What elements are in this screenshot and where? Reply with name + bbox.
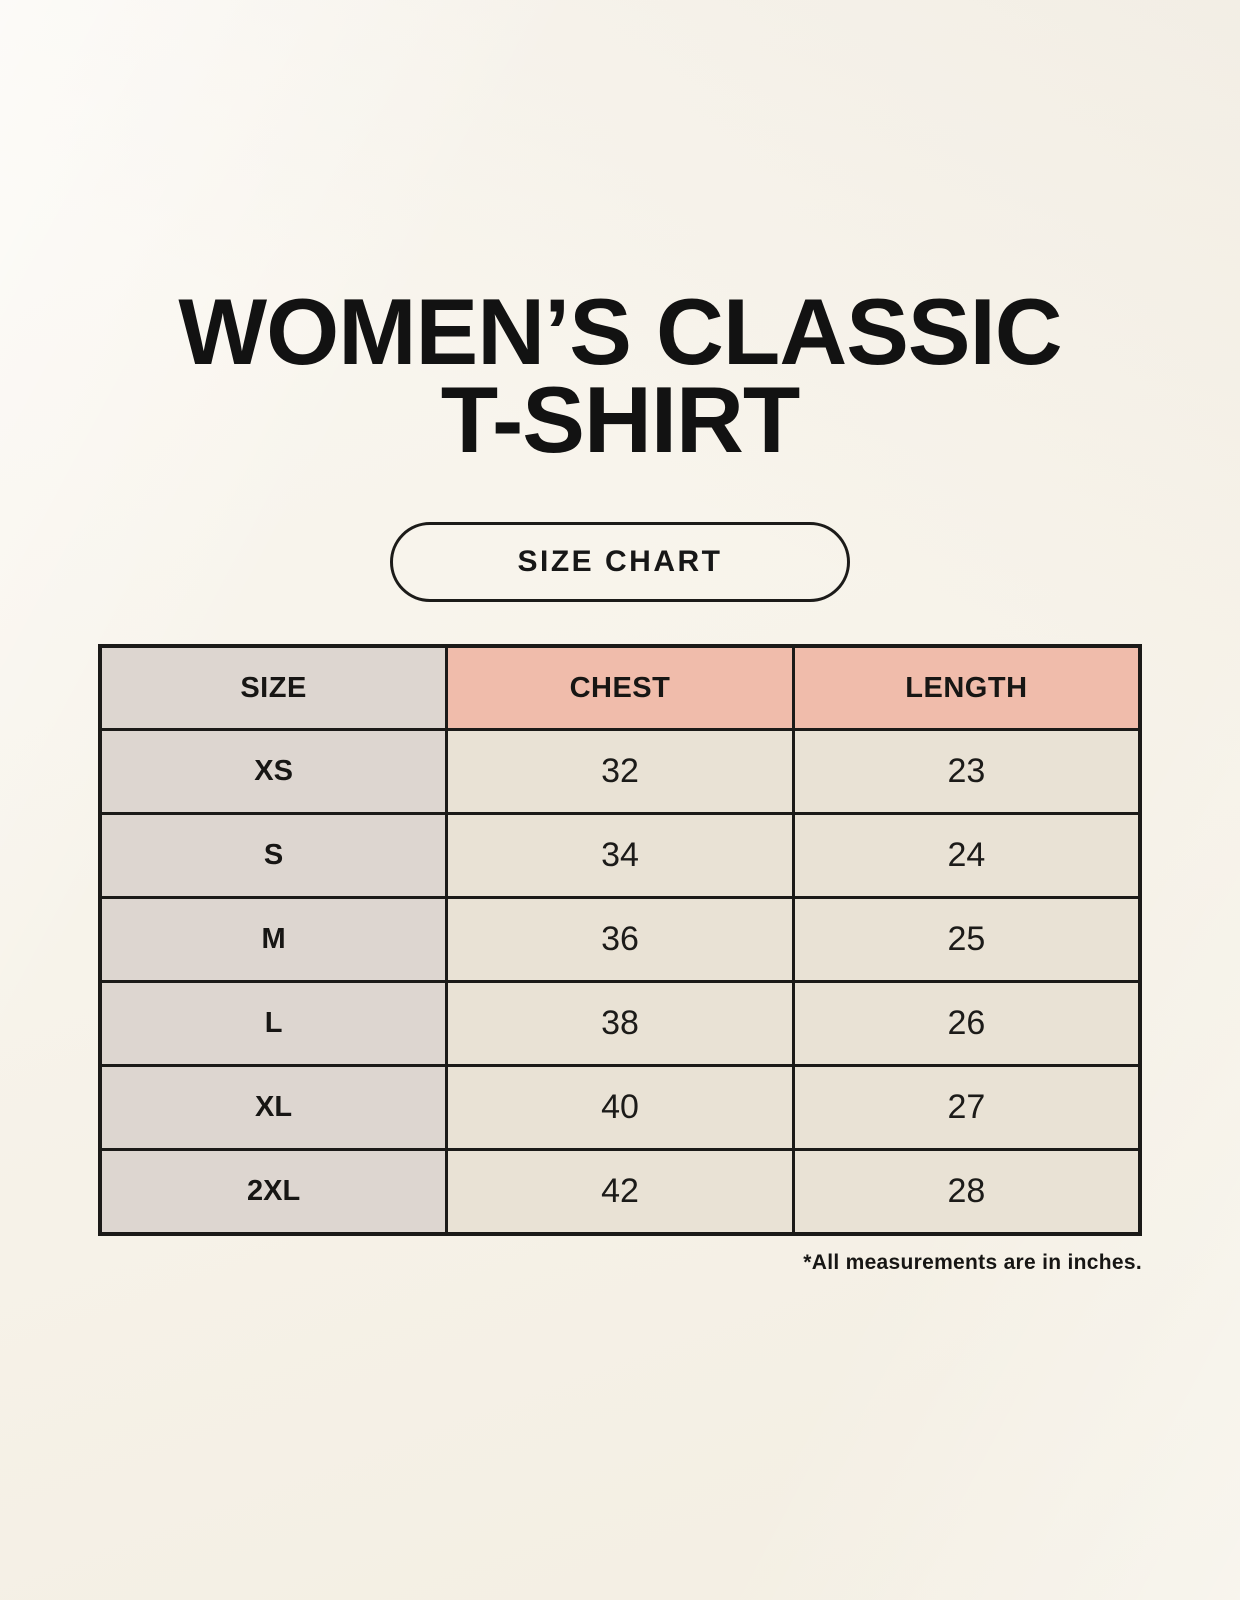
size-label-cell: M [98, 896, 449, 984]
header-cell-size: SIZE [98, 644, 449, 732]
table-row: M 36 25 [98, 896, 1142, 984]
size-label-cell: XS [98, 728, 449, 816]
page-title-line-2: T-SHIRT [440, 366, 801, 472]
length-value-cell: 27 [791, 1064, 1142, 1152]
header-cell-length: LENGTH [791, 644, 1142, 732]
table-row: L 38 26 [98, 980, 1142, 1068]
chest-value-cell: 32 [445, 728, 795, 816]
size-chart-button[interactable]: SIZE CHART [390, 521, 850, 602]
page-title-line-1: WOMEN’S CLASSIC [178, 279, 1062, 384]
length-value-cell: 26 [791, 980, 1142, 1068]
chest-value-cell: 42 [445, 1148, 795, 1236]
length-value-cell: 24 [791, 812, 1142, 900]
length-value-cell: 23 [791, 728, 1142, 816]
size-chart-button-label: SIZE CHART [517, 544, 723, 578]
header-cell-chest: CHEST [445, 644, 795, 732]
size-label-cell: 2XL [98, 1148, 449, 1236]
chest-value-cell: 34 [445, 812, 795, 900]
table-row: S 34 24 [98, 812, 1142, 900]
table-row: XS 32 23 [98, 728, 1142, 816]
chest-value-cell: 38 [445, 980, 795, 1068]
length-value-cell: 28 [791, 1148, 1142, 1236]
table-header-row: SIZE CHEST LENGTH [98, 644, 1142, 732]
size-label-cell: S [98, 812, 449, 900]
size-table: SIZE CHEST LENGTH XS 32 23 S 34 24 M 36 … [98, 643, 1142, 1236]
chest-value-cell: 40 [445, 1064, 795, 1152]
length-value-cell: 25 [791, 896, 1142, 984]
page-title: WOMEN’S CLASSIC T-SHIRT [178, 285, 1062, 467]
measurements-footnote: *All measurements are in inches. [803, 1250, 1142, 1274]
size-label-cell: L [98, 980, 449, 1068]
size-label-cell: XL [98, 1064, 449, 1152]
chest-value-cell: 36 [445, 896, 795, 984]
table-row: 2XL 42 28 [98, 1148, 1142, 1236]
table-row: XL 40 27 [98, 1064, 1142, 1152]
